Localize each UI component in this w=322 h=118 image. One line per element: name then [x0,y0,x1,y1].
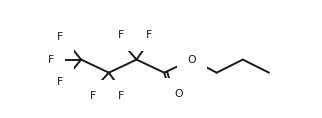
Text: F: F [146,30,152,40]
Text: F: F [90,91,97,101]
Text: F: F [57,32,63,42]
Text: O: O [188,55,196,65]
Text: F: F [118,91,124,101]
Text: F: F [118,30,124,40]
Text: O: O [174,89,183,99]
Text: F: F [48,55,54,65]
Text: F: F [57,77,63,87]
